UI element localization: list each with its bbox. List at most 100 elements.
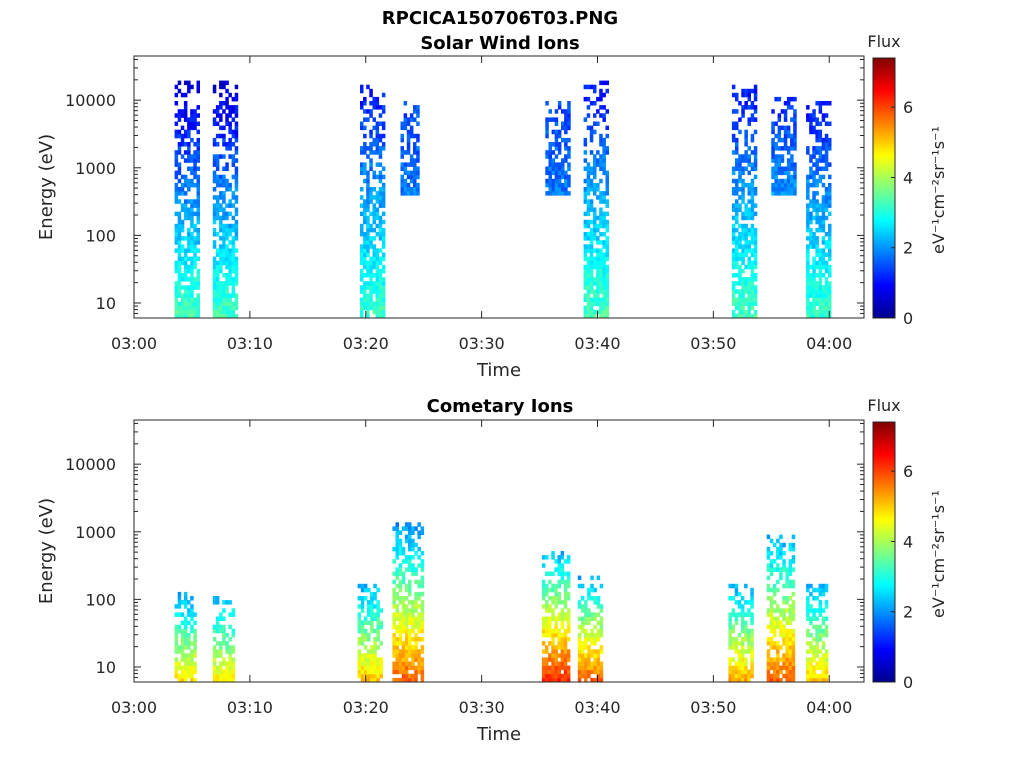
flux-cell	[370, 669, 374, 675]
flux-cell	[788, 673, 793, 679]
flux-cell	[563, 600, 568, 605]
flux-cell	[824, 281, 829, 286]
flux-cell	[395, 555, 399, 560]
flux-cell	[193, 264, 197, 270]
flux-cell	[587, 596, 591, 601]
flux-cell	[740, 620, 745, 626]
flux-cell	[557, 146, 562, 151]
flux-cell	[360, 665, 365, 671]
flux-cell	[196, 277, 200, 282]
flux-cell	[375, 142, 380, 147]
flux-cell	[738, 313, 742, 318]
flux-cell	[815, 309, 819, 315]
flux-cell	[363, 162, 367, 167]
flux-cell	[806, 587, 810, 593]
flux-cell	[403, 170, 408, 176]
flux-cell	[187, 178, 191, 184]
flux-cell	[360, 305, 364, 311]
flux-cell	[548, 158, 552, 163]
flux-cell	[766, 637, 771, 642]
flux-cell	[193, 223, 197, 229]
flux-cell	[180, 113, 185, 118]
flux-cell	[222, 661, 226, 666]
flux-cell	[378, 223, 383, 229]
flux-cell	[219, 219, 223, 225]
flux-cell	[225, 244, 229, 249]
flux-cell	[373, 657, 377, 662]
flux-cell	[225, 281, 229, 286]
flux-cell	[222, 256, 226, 262]
flux-cell	[788, 542, 793, 548]
flux-cell	[818, 657, 823, 662]
flux-cell	[541, 555, 546, 560]
flux-cell	[599, 583, 604, 589]
flux-cell	[401, 665, 406, 671]
flux-cell	[363, 297, 367, 302]
flux-cell	[545, 620, 549, 626]
flux-cell	[790, 187, 794, 192]
flux-cell	[566, 653, 571, 658]
flux-cell	[790, 142, 794, 147]
flux-cell	[378, 199, 383, 204]
flux-cell	[183, 260, 188, 266]
flux-cell	[599, 665, 604, 671]
flux-cell	[190, 285, 194, 290]
flux-cell	[809, 232, 813, 237]
flux-cell	[589, 236, 594, 241]
flux-cell	[222, 223, 226, 229]
flux-cell	[602, 256, 606, 262]
flux-cell	[174, 657, 179, 662]
flux-cell	[376, 645, 380, 650]
flux-cell	[398, 571, 403, 576]
flux-cell	[586, 199, 591, 204]
flux-cell	[567, 105, 571, 110]
flux-cell	[180, 657, 185, 662]
flux-cell	[363, 117, 367, 122]
flux-cell	[183, 632, 188, 638]
flux-cell	[806, 273, 810, 278]
flux-cell	[557, 174, 562, 180]
flux-cell	[403, 121, 408, 126]
flux-cell	[812, 199, 816, 204]
flux-cell	[735, 187, 739, 192]
flux-cell	[404, 587, 409, 593]
flux-cell	[231, 240, 236, 245]
flux-cell	[812, 596, 816, 601]
colorbar-tick-label: 0	[903, 309, 913, 328]
flux-cell	[779, 632, 783, 638]
flux-cell	[414, 579, 418, 585]
flux-cell	[580, 596, 585, 601]
flux-cell	[738, 101, 742, 106]
flux-cell	[379, 661, 383, 666]
flux-cell	[771, 154, 775, 159]
flux-cell	[554, 673, 558, 679]
flux-cell	[821, 154, 826, 159]
flux-cell	[228, 137, 232, 143]
flux-cell	[791, 657, 796, 662]
flux-cell	[183, 677, 188, 682]
flux-cell	[821, 665, 826, 671]
flux-cell	[378, 191, 383, 196]
flux-cell	[554, 604, 558, 609]
flux-cell	[738, 256, 742, 262]
flux-cell	[420, 645, 425, 650]
flux-cell	[738, 187, 742, 192]
flux-cell	[193, 240, 197, 245]
flux-cell	[738, 232, 742, 237]
flux-cell	[376, 600, 380, 605]
flux-cell	[557, 637, 561, 642]
flux-cell	[398, 538, 403, 544]
flux-cell	[744, 142, 748, 147]
flux-cell	[586, 293, 591, 298]
flux-cell	[392, 571, 396, 576]
flux-cell	[605, 219, 609, 225]
spectrogram-cells	[174, 80, 832, 318]
flux-cell	[212, 195, 217, 200]
flux-cell	[564, 142, 568, 147]
flux-cell	[222, 637, 226, 642]
flux-cell	[363, 583, 368, 589]
flux-cell	[596, 182, 600, 188]
flux-cell	[577, 661, 582, 666]
flux-cell	[215, 600, 220, 605]
